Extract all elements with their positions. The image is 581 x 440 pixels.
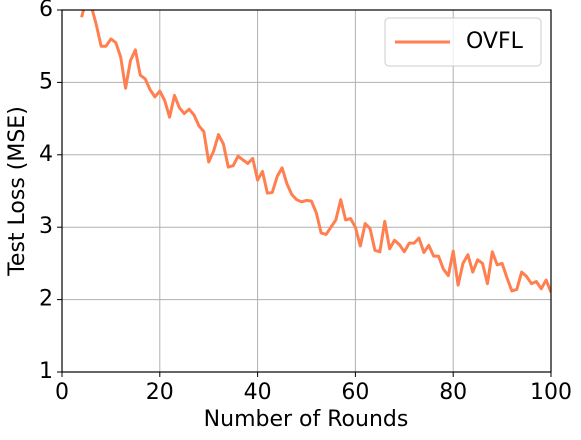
legend-box bbox=[384, 17, 542, 67]
y-tick-label: 4 bbox=[39, 142, 53, 167]
y-tick-label: 5 bbox=[39, 69, 53, 94]
y-tick-label: 3 bbox=[39, 214, 53, 239]
x-tick-label: 80 bbox=[439, 380, 467, 405]
x-tick-label: 20 bbox=[146, 380, 174, 405]
x-tick-label: 0 bbox=[55, 380, 69, 405]
y-tick-label: 1 bbox=[39, 359, 53, 384]
x-tick-label: 40 bbox=[244, 380, 272, 405]
y-axis-label: Test Loss (MSE) bbox=[5, 106, 30, 277]
legend-label: OVFL bbox=[466, 29, 524, 54]
data-line bbox=[80, 10, 551, 293]
y-tick-label: 2 bbox=[39, 287, 53, 312]
x-tick-label: 100 bbox=[530, 380, 572, 405]
x-tick-label: 60 bbox=[341, 380, 369, 405]
x-axis-label: Number of Rounds bbox=[204, 407, 409, 432]
plot-area bbox=[80, 10, 551, 293]
legend: OVFL bbox=[384, 17, 542, 67]
y-tick-label: 6 bbox=[39, 0, 53, 22]
axes-frame bbox=[61, 9, 552, 373]
